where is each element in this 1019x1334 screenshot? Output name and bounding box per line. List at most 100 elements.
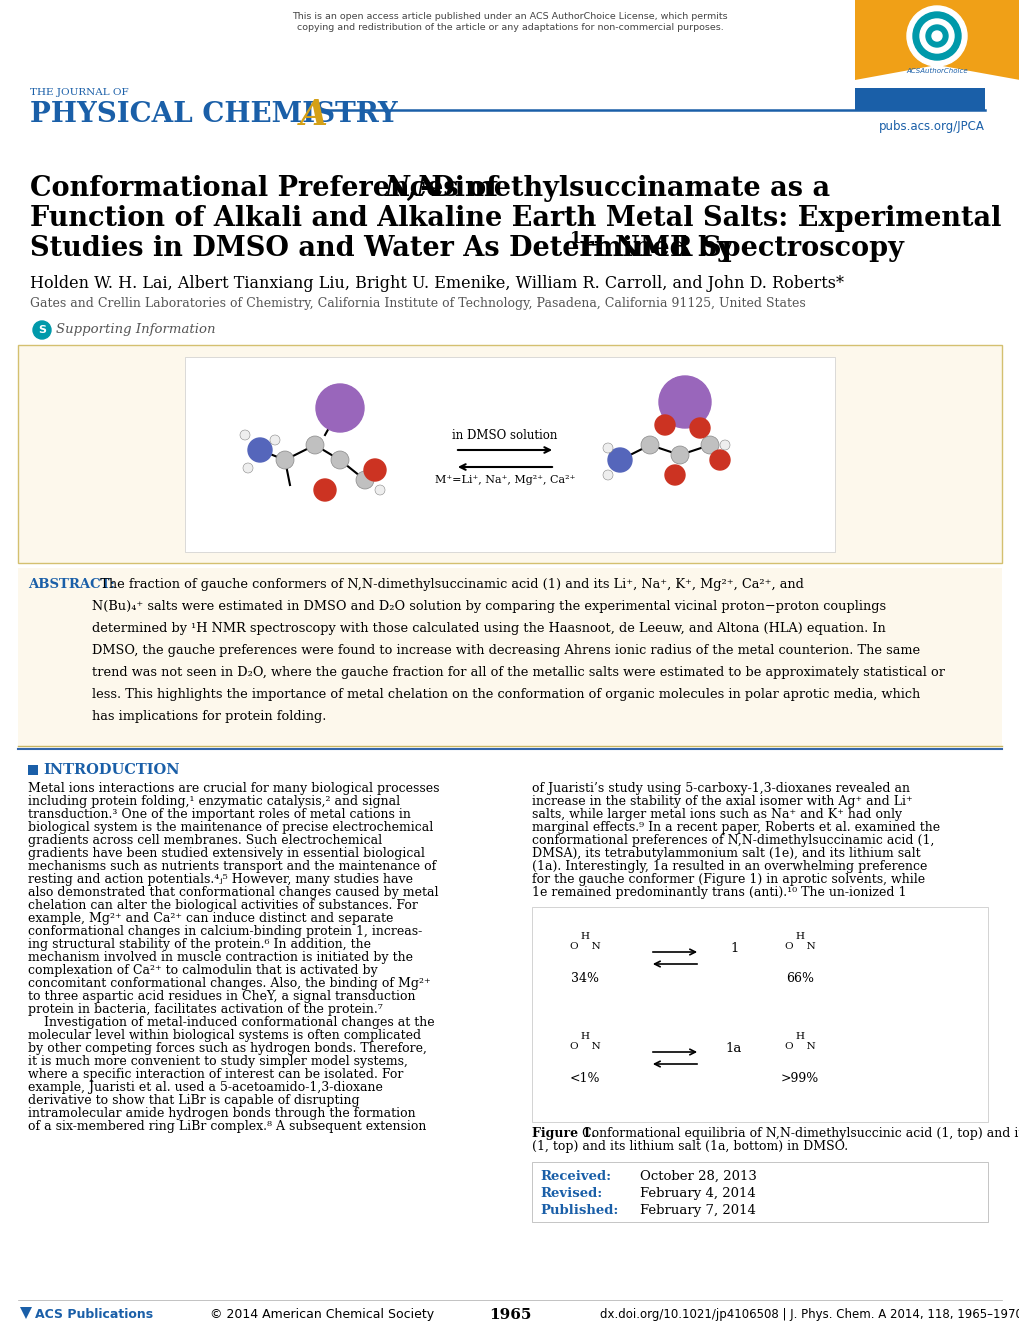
Text: A: A <box>300 97 328 132</box>
Text: of Juaristi’s study using 5-carboxy-1,3-dioxanes revealed an: of Juaristi’s study using 5-carboxy-1,3-… <box>532 782 909 795</box>
Circle shape <box>931 31 942 41</box>
Text: it is much more convenient to study simpler model systems,: it is much more convenient to study simp… <box>28 1055 408 1069</box>
Text: mechanisms such as nutrients transport and the maintenance of: mechanisms such as nutrients transport a… <box>28 860 436 872</box>
Text: by other competing forces such as hydrogen bonds. Therefore,: by other competing forces such as hydrog… <box>28 1042 427 1055</box>
Text: H
O    N: H O N <box>784 1033 814 1051</box>
Text: Conformational Preferences of: Conformational Preferences of <box>30 175 507 201</box>
Text: 34%: 34% <box>571 972 598 984</box>
Text: Conformational equilibria of N,N-dimethylsuccinic acid (1, top) and its lithium : Conformational equilibria of N,N-dimethy… <box>578 1127 1019 1141</box>
Text: Published:: Published: <box>539 1205 618 1217</box>
Circle shape <box>243 463 253 474</box>
Text: INTRODUCTION: INTRODUCTION <box>43 763 179 776</box>
Text: 1e remained predominantly trans (anti).¹⁰ The un-ionized 1: 1e remained predominantly trans (anti).¹… <box>532 886 906 899</box>
Text: Article: Article <box>897 92 942 105</box>
FancyBboxPatch shape <box>28 764 38 775</box>
Text: M⁺=Li⁺, Na⁺, Mg²⁺, Ca²⁺: M⁺=Li⁺, Na⁺, Mg²⁺, Ca²⁺ <box>434 475 575 486</box>
Circle shape <box>654 415 675 435</box>
Circle shape <box>33 321 51 339</box>
Text: THE JOURNAL OF: THE JOURNAL OF <box>30 88 128 97</box>
Text: dx.doi.org/10.1021/jp4106508 | J. Phys. Chem. A 2014, 118, 1965–1970: dx.doi.org/10.1021/jp4106508 | J. Phys. … <box>599 1309 1019 1321</box>
Text: H
O    N: H O N <box>784 932 814 951</box>
FancyBboxPatch shape <box>854 0 1019 80</box>
Text: copying and redistribution of the article or any adaptations for non-commercial : copying and redistribution of the articl… <box>297 23 722 32</box>
Circle shape <box>331 451 348 470</box>
Text: example, Juaristi et al. used a 5-acetoamido-1,3-dioxane: example, Juaristi et al. used a 5-acetoa… <box>28 1081 382 1094</box>
Text: gradients across cell membranes. Such electrochemical: gradients across cell membranes. Such el… <box>28 834 382 847</box>
Circle shape <box>602 443 612 454</box>
Text: N(Bu)₄⁺ salts were estimated in DMSO and D₂O solution by comparing the experimen: N(Bu)₄⁺ salts were estimated in DMSO and… <box>92 600 886 614</box>
Text: H
O    N: H O N <box>569 932 600 951</box>
Text: M+: M+ <box>674 378 695 387</box>
Text: (1, top) and its lithium salt (1a, bottom) in DMSO.: (1, top) and its lithium salt (1a, botto… <box>532 1141 847 1153</box>
Text: Supporting Information: Supporting Information <box>56 324 215 336</box>
Text: marginal effects.⁹ In a recent paper, Roberts et al. examined the: marginal effects.⁹ In a recent paper, Ro… <box>532 820 940 834</box>
FancyBboxPatch shape <box>18 346 1001 563</box>
Text: determined by ¹H NMR spectroscopy with those calculated using the Haasnoot, de L: determined by ¹H NMR spectroscopy with t… <box>92 622 884 635</box>
Text: Figure 1.: Figure 1. <box>532 1127 595 1141</box>
Text: -Dimethylsuccinamate as a: -Dimethylsuccinamate as a <box>420 175 829 201</box>
Text: mechanism involved in muscle contraction is initiated by the: mechanism involved in muscle contraction… <box>28 951 413 964</box>
Text: intramolecular amide hydrogen bonds through the formation: intramolecular amide hydrogen bonds thro… <box>28 1107 415 1121</box>
FancyBboxPatch shape <box>184 358 835 552</box>
Text: H NMR Spectroscopy: H NMR Spectroscopy <box>580 235 903 261</box>
Circle shape <box>925 25 947 47</box>
Text: resting and action potentials.⁴ⱼ⁵ However, many studies have: resting and action potentials.⁴ⱼ⁵ Howeve… <box>28 872 413 886</box>
Text: Holden W. H. Lai, Albert Tianxiang Liu, Bright U. Emenike, William R. Carroll, a: Holden W. H. Lai, Albert Tianxiang Liu, … <box>30 275 843 292</box>
Circle shape <box>709 450 730 470</box>
Text: M+: M+ <box>329 386 351 395</box>
Text: N,N: N,N <box>384 175 442 201</box>
Text: (1a). Interestingly, 1a resulted in an overwhelming preference: (1a). Interestingly, 1a resulted in an o… <box>532 860 926 872</box>
Text: DMSA), its tetrabutylammonium salt (1e), and its lithium salt: DMSA), its tetrabutylammonium salt (1e),… <box>532 847 920 860</box>
Text: biological system is the maintenance of precise electrochemical: biological system is the maintenance of … <box>28 820 433 834</box>
Text: DMSO, the gauche preferences were found to increase with decreasing Ahrens ionic: DMSO, the gauche preferences were found … <box>92 644 919 658</box>
Circle shape <box>248 438 272 462</box>
Text: conformational changes in calcium-binding protein 1, increas-: conformational changes in calcium-bindin… <box>28 924 422 938</box>
Text: trend was not seen in D₂O, where the gauche fraction for all of the metallic sal: trend was not seen in D₂O, where the gau… <box>92 666 944 679</box>
Text: chelation can alter the biological activities of substances. For: chelation can alter the biological activ… <box>28 899 418 912</box>
Text: pubs.acs.org/JPCA: pubs.acs.org/JPCA <box>878 120 984 133</box>
Circle shape <box>314 479 335 502</box>
Text: also demonstrated that conformational changes caused by metal: also demonstrated that conformational ch… <box>28 886 438 899</box>
Text: Gates and Crellin Laboratories of Chemistry, California Institute of Technology,: Gates and Crellin Laboratories of Chemis… <box>30 297 805 309</box>
Text: protein in bacteria, facilitates activation of the protein.⁷: protein in bacteria, facilitates activat… <box>28 1003 382 1017</box>
Circle shape <box>239 430 250 440</box>
Circle shape <box>906 5 966 65</box>
Text: concomitant conformational changes. Also, the binding of Mg²⁺: concomitant conformational changes. Also… <box>28 976 430 990</box>
Circle shape <box>700 436 718 454</box>
Circle shape <box>607 448 632 472</box>
Text: derivative to show that LiBr is capable of disrupting: derivative to show that LiBr is capable … <box>28 1094 360 1107</box>
FancyBboxPatch shape <box>18 568 1001 746</box>
Circle shape <box>919 19 953 53</box>
Text: complexation of Ca²⁺ to calmodulin that is activated by: complexation of Ca²⁺ to calmodulin that … <box>28 964 377 976</box>
Text: The fraction of gauche conformers of N,N-dimethylsuccinamic acid (1) and its Li⁺: The fraction of gauche conformers of N,N… <box>92 578 803 591</box>
Text: molecular level within biological systems is often complicated: molecular level within biological system… <box>28 1029 421 1042</box>
Circle shape <box>306 436 324 454</box>
Text: increase in the stability of the axial isomer with Ag⁺ and Li⁺: increase in the stability of the axial i… <box>532 795 912 808</box>
Text: of a six-membered ring LiBr complex.⁸ A subsequent extension: of a six-membered ring LiBr complex.⁸ A … <box>28 1121 426 1133</box>
Text: 66%: 66% <box>786 972 813 984</box>
Text: S: S <box>38 325 46 335</box>
Circle shape <box>276 451 293 470</box>
Text: Function of Alkali and Alkaline Earth Metal Salts: Experimental: Function of Alkali and Alkaline Earth Me… <box>30 205 1001 232</box>
Text: less. This highlights the importance of metal chelation on the conformation of o: less. This highlights the importance of … <box>92 688 919 700</box>
Text: gradients have been studied extensively in essential biological: gradients have been studied extensively … <box>28 847 425 860</box>
Text: PHYSICAL CHEMISTRY: PHYSICAL CHEMISTRY <box>30 101 397 128</box>
Circle shape <box>316 384 364 432</box>
Text: Metal ions interactions are crucial for many biological processes: Metal ions interactions are crucial for … <box>28 782 439 795</box>
Polygon shape <box>20 1307 32 1319</box>
Text: has implications for protein folding.: has implications for protein folding. <box>92 710 326 723</box>
Text: 1: 1 <box>730 942 738 955</box>
FancyBboxPatch shape <box>532 1162 987 1222</box>
Text: including protein folding,¹ enzymatic catalysis,² and signal: including protein folding,¹ enzymatic ca… <box>28 795 399 808</box>
Text: February 4, 2014: February 4, 2014 <box>639 1187 755 1201</box>
Circle shape <box>375 486 384 495</box>
Text: February 7, 2014: February 7, 2014 <box>639 1205 755 1217</box>
Circle shape <box>664 466 685 486</box>
Circle shape <box>364 459 385 482</box>
Text: Investigation of metal-induced conformational changes at the: Investigation of metal-induced conformat… <box>28 1017 434 1029</box>
Text: <1%: <1% <box>570 1073 599 1085</box>
Text: 1: 1 <box>570 229 581 247</box>
Circle shape <box>658 376 710 428</box>
Circle shape <box>270 435 280 446</box>
Text: ACS Publications: ACS Publications <box>35 1309 153 1321</box>
